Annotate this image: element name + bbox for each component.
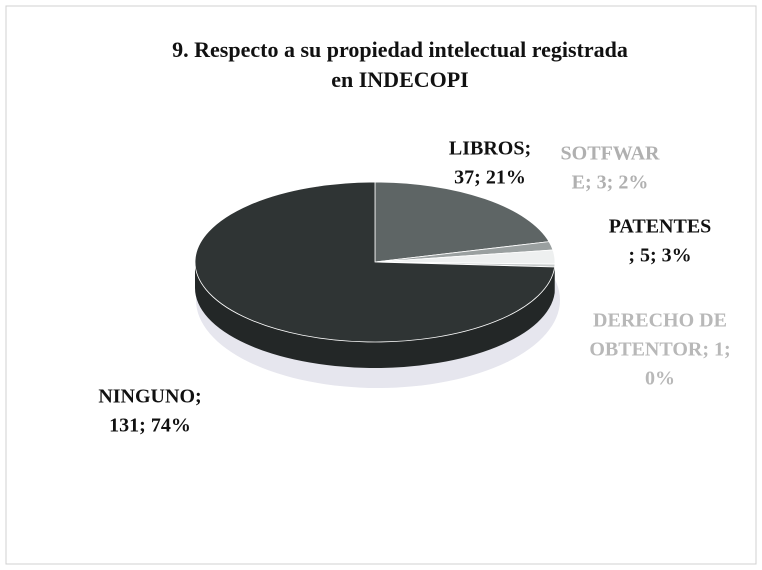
data-label: DERECHO DE — [593, 310, 727, 332]
slice — [194, 181, 556, 343]
data-label: 37; 21% — [454, 167, 526, 189]
data-label: ; 5; 3% — [628, 245, 691, 267]
data-label: 0% — [645, 368, 675, 390]
data-label: SOTFWAR — [561, 143, 660, 165]
data-label: NINGUNO; — [98, 386, 201, 408]
slice-side — [195, 262, 555, 369]
data-label: PATENTES — [609, 216, 712, 238]
chart-title: 9. Respecto a su propiedad intelectual r… — [172, 37, 628, 62]
data-label: LIBROS; — [449, 138, 531, 160]
data-label: 131; 74% — [109, 415, 191, 437]
data-label: OBTENTOR; 1; — [589, 339, 730, 361]
chart-title: en INDECOPI — [331, 67, 469, 92]
data-label: E; 3; 2% — [572, 172, 649, 194]
slice — [374, 181, 550, 263]
